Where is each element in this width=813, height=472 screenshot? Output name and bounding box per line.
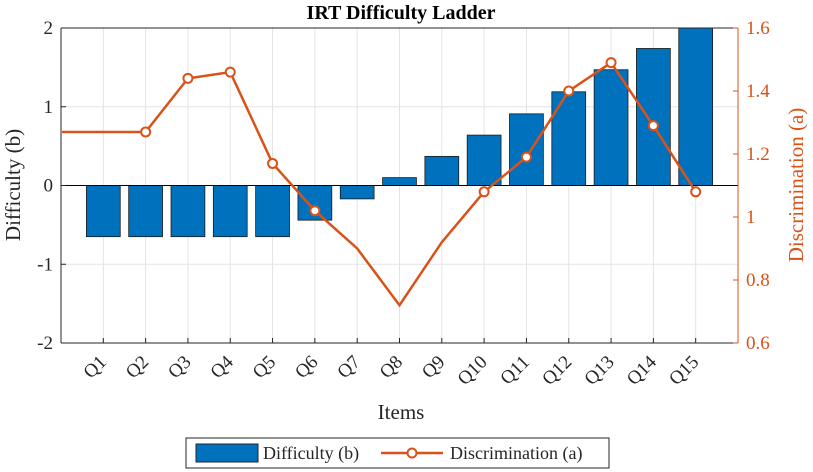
line-series	[62, 57, 702, 308]
bar-Q12	[551, 91, 587, 186]
y-tick-label: -1	[37, 254, 53, 275]
chart-title: IRT Difficulty Ladder	[307, 2, 496, 24]
x-tick-label: Q15	[665, 352, 703, 390]
bar-Q11	[509, 113, 544, 186]
marker-Q3	[182, 72, 194, 84]
x-tick-label: Q11	[496, 352, 533, 389]
y-tick-label: 2	[44, 18, 54, 39]
x-tick-label: Q2	[122, 352, 153, 383]
bar-Q1	[85, 185, 121, 238]
x-tick-label: Q14	[623, 351, 661, 389]
marker-Q12	[563, 85, 575, 97]
y2-tick-label: 1.4	[746, 81, 770, 102]
bar-Q13	[593, 69, 629, 186]
bar-Q5	[255, 185, 290, 238]
bar-Q8	[382, 177, 417, 186]
y-tick-label: -2	[37, 333, 53, 354]
bar-Q15	[678, 27, 714, 186]
marker-Q5	[267, 157, 279, 169]
marker-Q10	[478, 186, 490, 198]
x-axis-label: Items	[378, 400, 425, 424]
y2-tick-label: 0.6	[746, 333, 770, 354]
y2-tick-label: 1	[746, 207, 756, 228]
y2-tick-label: 1.6	[746, 18, 770, 39]
x-tick-labels: Q1 Q2 Q3 Q4 Q5 Q6 Q7 Q8 Q9 Q10 Q11 Q12 Q13 Q14 Q15	[80, 338, 703, 390]
x-tick-label: Q12	[538, 352, 576, 390]
y-tick-label: 0	[44, 176, 54, 197]
y-tick-label: 1	[44, 97, 54, 118]
legend-swatch-difficulty	[195, 443, 259, 463]
x-tick-label: Q8	[376, 352, 407, 383]
x-tick-label: Q6	[291, 352, 322, 383]
marker-Q14	[647, 120, 659, 132]
x-tick-label: Q5	[249, 352, 280, 383]
y2-tick-label: 0.8	[746, 270, 770, 291]
legend: Difficulty (b) Discrimination (a)	[185, 437, 610, 469]
marker-Q13	[605, 57, 617, 69]
x-tick-label: Q7	[333, 352, 364, 383]
marker-Q6	[309, 205, 321, 217]
legend-label-difficulty: Difficulty (b)	[263, 443, 359, 464]
legend-label-discrimination: Discrimination (a)	[450, 443, 582, 464]
bar-Q10	[466, 134, 502, 186]
marker-Q11	[520, 151, 532, 163]
y2-tick-label: 1.2	[746, 144, 770, 165]
marker-Q4	[224, 66, 236, 78]
x-tick-label: Q9	[418, 352, 449, 383]
bars	[85, 27, 714, 238]
bar-Q7	[339, 185, 375, 200]
bar-Q14	[636, 48, 671, 186]
x-tick-label: Q1	[80, 352, 111, 383]
x-tick-label: Q3	[164, 352, 195, 383]
discrimination-line	[62, 60, 697, 308]
x-tick-label: Q13	[581, 352, 619, 390]
y-tick-labels: -2 -1 0 1 2	[37, 18, 66, 354]
marker-Q2	[140, 126, 152, 138]
y2-axis-label: Discrimination (a)	[784, 108, 808, 263]
marker-Q15	[690, 186, 702, 198]
y2-tick-labels: 0.6 0.8 1 1.2 1.4 1.6	[733, 18, 770, 354]
bar-Q4	[212, 185, 248, 238]
bar-Q3	[170, 185, 206, 238]
y-axis-label: Difficulty (b)	[1, 129, 25, 241]
bar-Q2	[128, 185, 163, 238]
legend-swatch-discrimination-marker	[406, 447, 418, 459]
x-tick-label: Q10	[454, 352, 492, 390]
x-tick-label: Q4	[207, 351, 239, 383]
bar-Q9	[424, 155, 460, 186]
